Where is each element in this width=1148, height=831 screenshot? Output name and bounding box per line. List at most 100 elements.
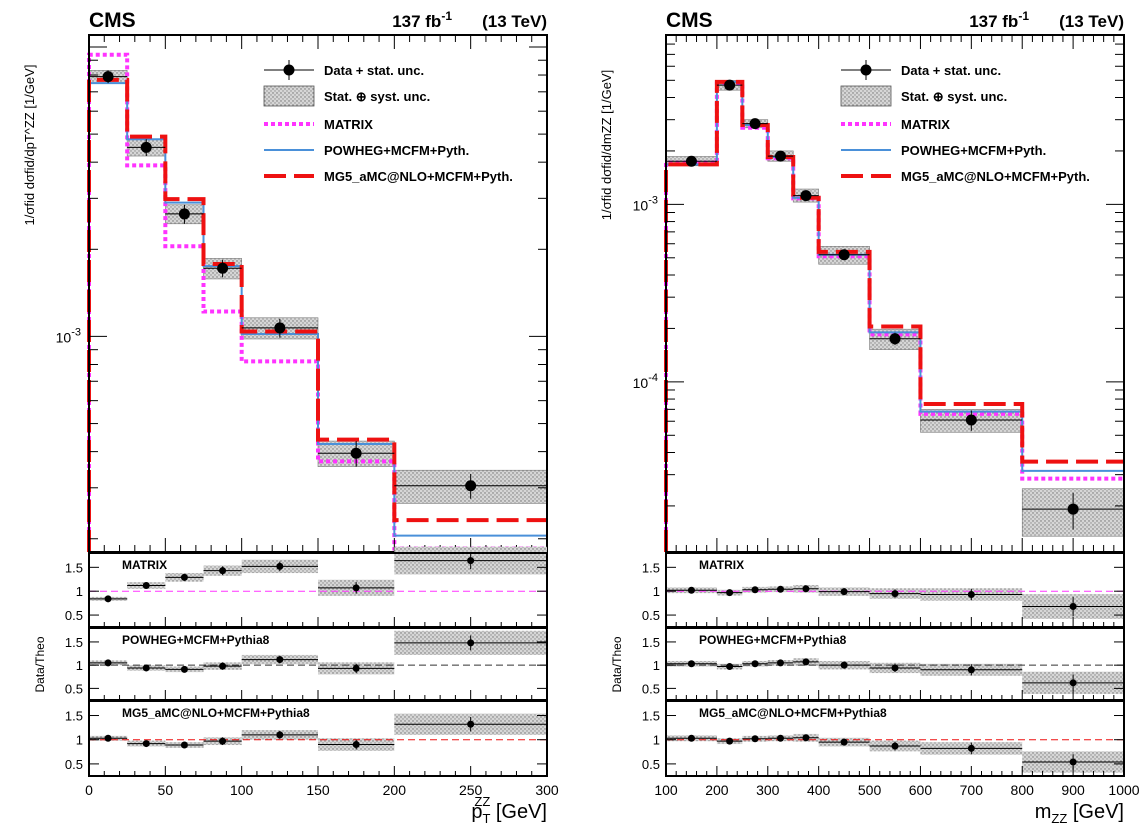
ratio-point — [467, 720, 475, 728]
ratio-y-axis-label: Data/Theo — [610, 636, 624, 692]
ratio-y-tick-label: 1 — [76, 584, 83, 599]
ratio-point — [180, 741, 188, 749]
y-tick-exponent: -3 — [71, 326, 81, 338]
data-point — [1067, 503, 1079, 515]
x-tick-label: 0 — [85, 782, 93, 798]
data-point — [724, 79, 736, 91]
x-tick-label: 800 — [1011, 782, 1035, 798]
legend-data-marker — [860, 64, 872, 76]
data-point — [838, 249, 850, 261]
ratio-point — [276, 656, 284, 664]
ratio-point — [352, 741, 360, 749]
legend-series-label: MG5_aMC@NLO+MCFM+Pyth. — [901, 169, 1090, 184]
ratio-panel-label: MATRIX — [122, 558, 167, 572]
ratio-point — [777, 734, 784, 742]
y-tick-exponent: -4 — [648, 372, 658, 384]
ratio-y-tick-label: 1 — [653, 584, 660, 599]
x-axis-label-part: ZZ — [474, 794, 490, 809]
ratio-panel-matrix: MATRIX 0.5 1 1.5 — [642, 552, 1125, 628]
ratio-y-axis-label: Data/Theo — [33, 636, 47, 692]
ratio-point — [687, 586, 695, 594]
ratio-point — [840, 661, 848, 669]
x-axis-label: pT ZZ [GeV] — [471, 794, 547, 826]
ratio-point — [467, 639, 475, 647]
ratio-point — [219, 662, 227, 670]
legend-series-label: POWHEG+MCFM+Pyth. — [901, 143, 1046, 158]
ratio-point — [276, 562, 284, 570]
data-point — [350, 447, 362, 459]
y-tick-label: 10-4 — [633, 372, 658, 391]
ratio-point — [1069, 602, 1077, 610]
ratio-point — [967, 591, 975, 599]
luminosity-exponent: -1 — [441, 9, 452, 23]
ratio-point — [891, 590, 899, 598]
ratio-point — [1069, 758, 1077, 766]
ratio-point — [802, 585, 810, 593]
ratio-point — [840, 738, 848, 746]
ratio-point — [104, 659, 112, 667]
data-point — [102, 71, 114, 83]
data-point — [217, 262, 229, 274]
luminosity-label: 137 fb-1 — [392, 9, 452, 31]
experiment-label: CMS — [666, 9, 713, 32]
ratio-plot-frame — [665, 700, 1125, 777]
experiment-label: CMS — [89, 9, 136, 32]
y-tick-base: 10 — [633, 197, 649, 213]
luminosity-value: 137 fb — [392, 12, 441, 31]
ratio-y-tick-label: 0.5 — [642, 608, 660, 623]
ratio-point — [180, 573, 188, 581]
ratio-point — [726, 737, 734, 745]
data-point — [178, 208, 190, 220]
y-tick-base: 10 — [633, 375, 649, 391]
ratio-point — [726, 663, 734, 671]
x-tick-label: 300 — [535, 782, 559, 798]
ratio-point — [891, 664, 899, 672]
ratio-point — [751, 586, 759, 594]
series-line-mg5 — [87, 77, 547, 552]
ratio-y-tick-label: 1.5 — [642, 560, 660, 575]
legend-series-label: POWHEG+MCFM+Pyth. — [324, 143, 469, 158]
ratio-panel-powheg: POWHEG+MCFM+Pythia8 0.5 1 1.5 — [65, 627, 548, 701]
ratio-y-tick-label: 1 — [76, 658, 83, 673]
x-tick-label: 100 — [230, 782, 254, 798]
legend-data-marker — [283, 64, 295, 76]
ratio-panel-label: MG5_aMC@NLO+MCFM+Pythia8 — [699, 706, 887, 720]
data-point — [889, 333, 901, 345]
legend-band-label: Stat. ⊕ syst. unc. — [324, 89, 430, 104]
x-axis-unit: [GeV] — [1067, 801, 1124, 823]
data-point — [749, 118, 761, 130]
x-tick-label: 700 — [960, 782, 984, 798]
x-axis-label-part: p — [471, 801, 482, 823]
x-axis-unit: [GeV] — [490, 801, 547, 823]
x-axis-label-part: T — [482, 811, 490, 826]
x-tick-label: 150 — [306, 782, 330, 798]
ratio-point — [142, 740, 150, 748]
ratio-point — [967, 744, 975, 752]
ratio-y-tick-label: 0.5 — [65, 681, 83, 696]
ratio-point — [142, 581, 150, 589]
legend-band-swatch — [840, 85, 892, 107]
legend-series-label: MG5_aMC@NLO+MCFM+Pyth. — [324, 169, 513, 184]
luminosity-value: 137 fb — [969, 12, 1018, 31]
y-axis-label: 1/σfid dσfid/dmZZ [1/GeV] — [599, 70, 614, 220]
y-tick-exponent: -3 — [648, 194, 658, 206]
ratio-point — [687, 660, 695, 668]
ratio-panel-mg5: MG5_aMC@NLO+MCFM+Pythia8 0.5 1 1.5 — [65, 700, 548, 777]
ratio-y-tick-label: 1 — [76, 733, 83, 748]
ratio-y-tick-label: 0.5 — [642, 681, 660, 696]
ratio-point — [104, 734, 112, 742]
x-tick-label: 200 — [705, 782, 729, 798]
ratio-panel-matrix: MATRIX 0.5 1 1.5 — [65, 546, 548, 628]
data-point — [775, 150, 786, 162]
ratio-panel-mg5: MG5_aMC@NLO+MCFM+Pythia8 0.5 1 1.5 — [642, 700, 1125, 777]
legend-data-label: Data + stat. unc. — [901, 63, 1001, 78]
x-tick-label: 500 — [858, 782, 882, 798]
ratio-y-axis-label-text: Data/Theo — [33, 636, 47, 692]
x-tick-label: 200 — [383, 782, 407, 798]
y-axis-label-text: 1/σfid dσfid/dmZZ [1/GeV] — [599, 70, 614, 220]
series-line-mg5 — [664, 79, 1124, 552]
ratio-point — [219, 737, 227, 745]
